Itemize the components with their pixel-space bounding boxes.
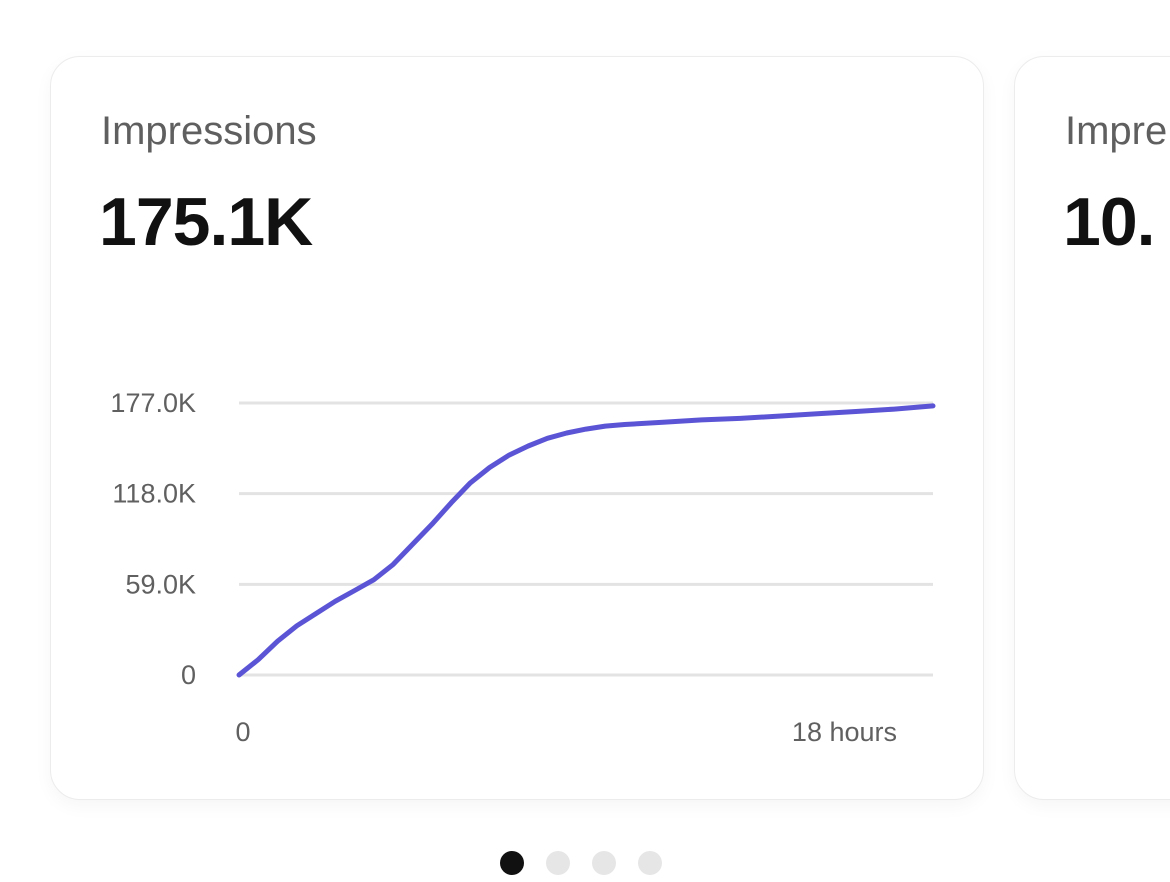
x-tick-label: 0: [235, 717, 250, 747]
card-value: 10.: [1063, 184, 1156, 260]
y-tick-label: 118.0K: [112, 479, 196, 509]
impressions-series-line: [236, 403, 936, 678]
impressions-line-chart: 0 59.0K 118.0K 177.0K 0 18 hours: [110, 388, 936, 747]
pager-dot[interactable]: [638, 851, 662, 875]
y-tick-label: 0: [181, 660, 196, 690]
impression-rate-card[interactable]: Impre 10. 0.0%5.0%10.0%15.0%: [1014, 56, 1170, 800]
x-tick-label: 18 hours: [792, 717, 897, 747]
y-tick-label: 177.0K: [110, 388, 196, 418]
pager-dot[interactable]: [500, 851, 524, 875]
carousel-pager[interactable]: [500, 851, 662, 877]
impression-rate-line-chart: 0.0%5.0%10.0%15.0%: [1015, 57, 1170, 800]
card-title: Impressions: [101, 109, 317, 153]
card-value: 175.1K: [99, 184, 313, 260]
y-tick-label: 59.0K: [125, 569, 196, 599]
impressions-card[interactable]: Impressions 175.1K 0 59.0K 118.0K 177.0K 0 18…: [50, 56, 984, 800]
card-title: Impre: [1065, 109, 1168, 153]
pager-dot[interactable]: [592, 851, 616, 875]
pager-dot[interactable]: [546, 851, 570, 875]
